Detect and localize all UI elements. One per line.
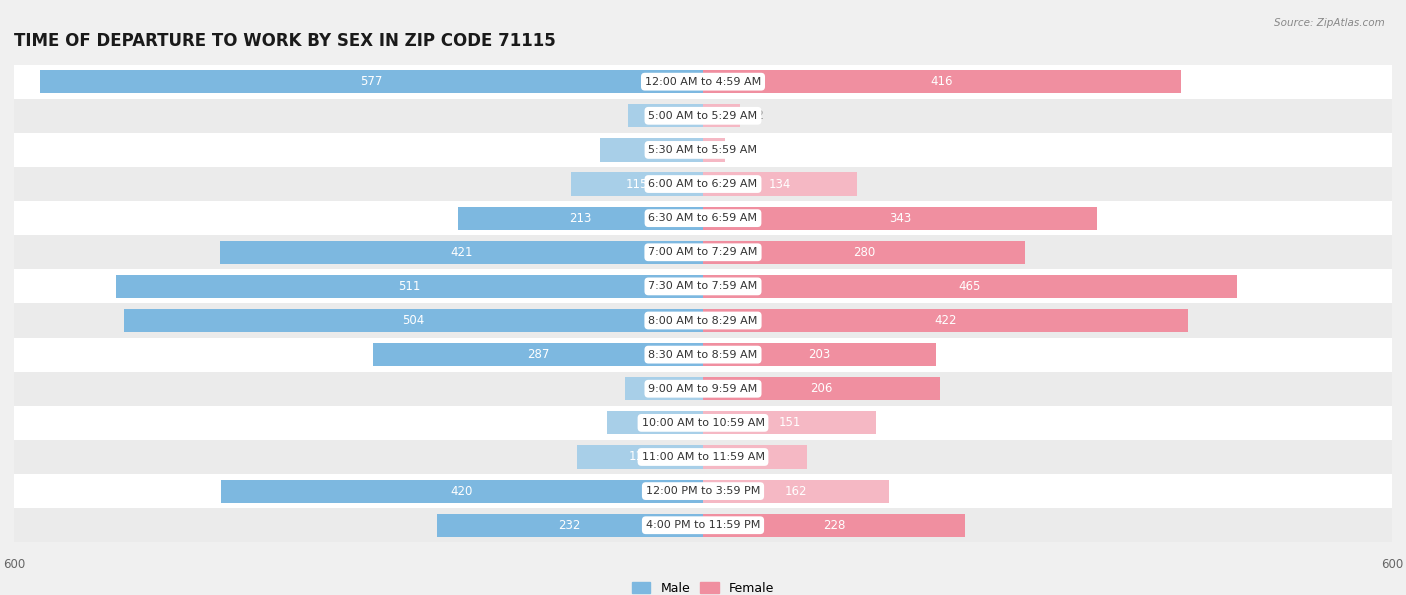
Bar	[606, 411, 703, 434]
Text: 7:00 AM to 7:29 AM: 7:00 AM to 7:29 AM	[648, 248, 758, 257]
Text: 12:00 AM to 4:59 AM: 12:00 AM to 4:59 AM	[645, 77, 761, 87]
Bar	[703, 138, 725, 161]
Text: 65: 65	[658, 109, 673, 123]
Bar	[599, 138, 703, 161]
Bar	[703, 309, 1188, 332]
Bar	[703, 446, 807, 469]
Text: 232: 232	[558, 519, 581, 532]
Text: 577: 577	[360, 75, 382, 88]
Text: 8:00 AM to 8:29 AM: 8:00 AM to 8:29 AM	[648, 315, 758, 325]
Text: 213: 213	[569, 212, 592, 225]
Bar	[124, 309, 703, 332]
Legend: Male, Female: Male, Female	[627, 577, 779, 595]
Bar	[437, 513, 703, 537]
Text: 228: 228	[823, 519, 845, 532]
Text: 203: 203	[808, 348, 831, 361]
Bar	[14, 201, 1392, 235]
Bar	[628, 104, 703, 127]
Text: TIME OF DEPARTURE TO WORK BY SEX IN ZIP CODE 71115: TIME OF DEPARTURE TO WORK BY SEX IN ZIP …	[14, 32, 555, 49]
Text: 280: 280	[852, 246, 875, 259]
Text: 4:00 PM to 11:59 PM: 4:00 PM to 11:59 PM	[645, 520, 761, 530]
Text: 91: 91	[748, 450, 762, 464]
Text: 162: 162	[785, 484, 807, 497]
Bar	[221, 480, 703, 503]
Text: 465: 465	[959, 280, 981, 293]
Bar	[703, 240, 1025, 264]
Bar	[14, 337, 1392, 372]
Text: 5:30 AM to 5:59 AM: 5:30 AM to 5:59 AM	[648, 145, 758, 155]
Text: 5:00 AM to 5:29 AM: 5:00 AM to 5:29 AM	[648, 111, 758, 121]
Bar	[374, 343, 703, 367]
Text: 9:00 AM to 9:59 AM: 9:00 AM to 9:59 AM	[648, 384, 758, 394]
Bar	[624, 377, 703, 400]
Text: 6:30 AM to 6:59 AM: 6:30 AM to 6:59 AM	[648, 213, 758, 223]
Bar	[219, 240, 703, 264]
Bar	[703, 377, 939, 400]
Text: 6:00 AM to 6:29 AM: 6:00 AM to 6:29 AM	[648, 179, 758, 189]
Bar	[703, 173, 856, 196]
Text: 343: 343	[889, 212, 911, 225]
Bar	[14, 508, 1392, 542]
Bar	[14, 167, 1392, 201]
Text: 134: 134	[769, 177, 792, 190]
Bar	[14, 235, 1392, 270]
Bar	[14, 406, 1392, 440]
Text: 151: 151	[779, 416, 801, 430]
Text: 8:30 AM to 8:59 AM: 8:30 AM to 8:59 AM	[648, 350, 758, 359]
Bar	[14, 474, 1392, 508]
Bar	[14, 65, 1392, 99]
Bar	[14, 133, 1392, 167]
Bar	[14, 99, 1392, 133]
Text: 422: 422	[934, 314, 956, 327]
Bar	[14, 270, 1392, 303]
Bar	[703, 206, 1097, 230]
Text: 504: 504	[402, 314, 425, 327]
Text: 7:30 AM to 7:59 AM: 7:30 AM to 7:59 AM	[648, 281, 758, 292]
Text: 68: 68	[657, 382, 672, 395]
Text: 110: 110	[628, 450, 651, 464]
Bar	[703, 275, 1237, 298]
Text: 287: 287	[527, 348, 550, 361]
Text: 421: 421	[450, 246, 472, 259]
Bar	[571, 173, 703, 196]
Bar	[703, 411, 876, 434]
Text: 115: 115	[626, 177, 648, 190]
Bar	[703, 70, 1181, 93]
Bar	[14, 440, 1392, 474]
Text: 19: 19	[734, 143, 749, 156]
Bar	[41, 70, 703, 93]
Bar	[703, 513, 965, 537]
Bar	[703, 104, 740, 127]
Bar	[14, 372, 1392, 406]
Text: 420: 420	[451, 484, 472, 497]
Bar	[576, 446, 703, 469]
Text: 12:00 PM to 3:59 PM: 12:00 PM to 3:59 PM	[645, 486, 761, 496]
Text: 10:00 AM to 10:59 AM: 10:00 AM to 10:59 AM	[641, 418, 765, 428]
Text: 32: 32	[749, 109, 763, 123]
Text: 90: 90	[644, 143, 659, 156]
Text: Source: ZipAtlas.com: Source: ZipAtlas.com	[1274, 18, 1385, 28]
Text: 11:00 AM to 11:59 AM: 11:00 AM to 11:59 AM	[641, 452, 765, 462]
Bar	[458, 206, 703, 230]
Text: 511: 511	[398, 280, 420, 293]
Text: 416: 416	[931, 75, 953, 88]
Text: 84: 84	[647, 416, 662, 430]
Bar	[703, 343, 936, 367]
Bar	[14, 303, 1392, 337]
Bar	[703, 480, 889, 503]
Text: 206: 206	[810, 382, 832, 395]
Bar	[117, 275, 703, 298]
